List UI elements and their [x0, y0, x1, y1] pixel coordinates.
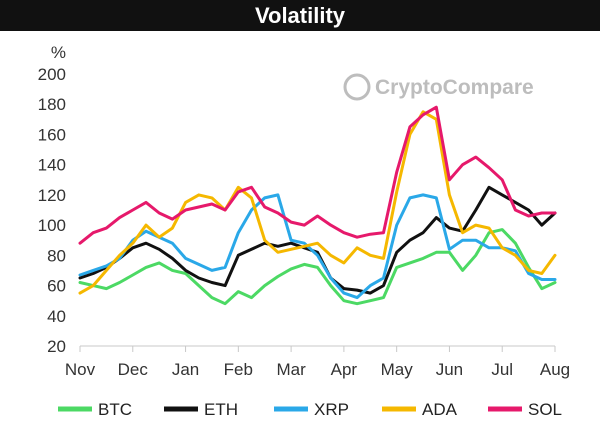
- legend: BTC ETH XRP ADA SOL: [58, 400, 562, 419]
- x-tick-label: Aug: [540, 360, 570, 379]
- series-lines: [78, 105, 557, 306]
- watermark: CryptoCompare: [343, 73, 534, 101]
- x-axis-ticks: Nov Dec Jan Feb Mar Apr May Jun Jul Aug: [65, 346, 570, 379]
- y-tick-label: 60: [47, 277, 66, 296]
- legend-label-sol: SOL: [528, 400, 562, 419]
- legend-label-btc: BTC: [98, 400, 132, 419]
- series-line-sol: [78, 105, 557, 245]
- x-tick-label: May: [381, 360, 414, 379]
- y-tick-label: 140: [38, 156, 66, 175]
- x-tick-label: Jun: [436, 360, 463, 379]
- watermark-text: CryptoCompare: [375, 76, 534, 99]
- x-tick-label: Feb: [224, 360, 253, 379]
- x-tick-label: Jul: [491, 360, 513, 379]
- x-tick-label: Dec: [118, 360, 149, 379]
- x-tick-label: Mar: [276, 360, 306, 379]
- series-line-btc: [78, 228, 557, 306]
- series-line-ada: [78, 110, 557, 295]
- series-line-eth: [78, 185, 557, 295]
- volatility-chart: CryptoCompare % 204060801001201401601802…: [38, 43, 571, 419]
- y-tick-label: 80: [47, 246, 66, 265]
- y-tick-label: 20: [47, 337, 66, 356]
- x-tick-label: Apr: [331, 360, 358, 379]
- y-tick-label: 160: [38, 125, 66, 144]
- legend-label-xrp: XRP: [314, 400, 349, 419]
- legend-label-ada: ADA: [422, 400, 458, 419]
- x-tick-label: Nov: [65, 360, 96, 379]
- y-axis-ticks: 20 40 60 80 100 120 140 160 180 200: [38, 65, 66, 356]
- y-tick-label: 120: [38, 186, 66, 205]
- y-tick-label: 100: [38, 216, 66, 235]
- y-tick-label: 40: [47, 307, 66, 326]
- y-tick-label: 200: [38, 65, 66, 84]
- chart-title: Volatility: [0, 0, 600, 31]
- x-tick-label: Jan: [172, 360, 199, 379]
- legend-label-eth: ETH: [204, 400, 238, 419]
- cryptocompare-logo-icon: [343, 73, 371, 101]
- y-tick-label: 180: [38, 95, 66, 114]
- y-axis-unit: %: [51, 43, 66, 62]
